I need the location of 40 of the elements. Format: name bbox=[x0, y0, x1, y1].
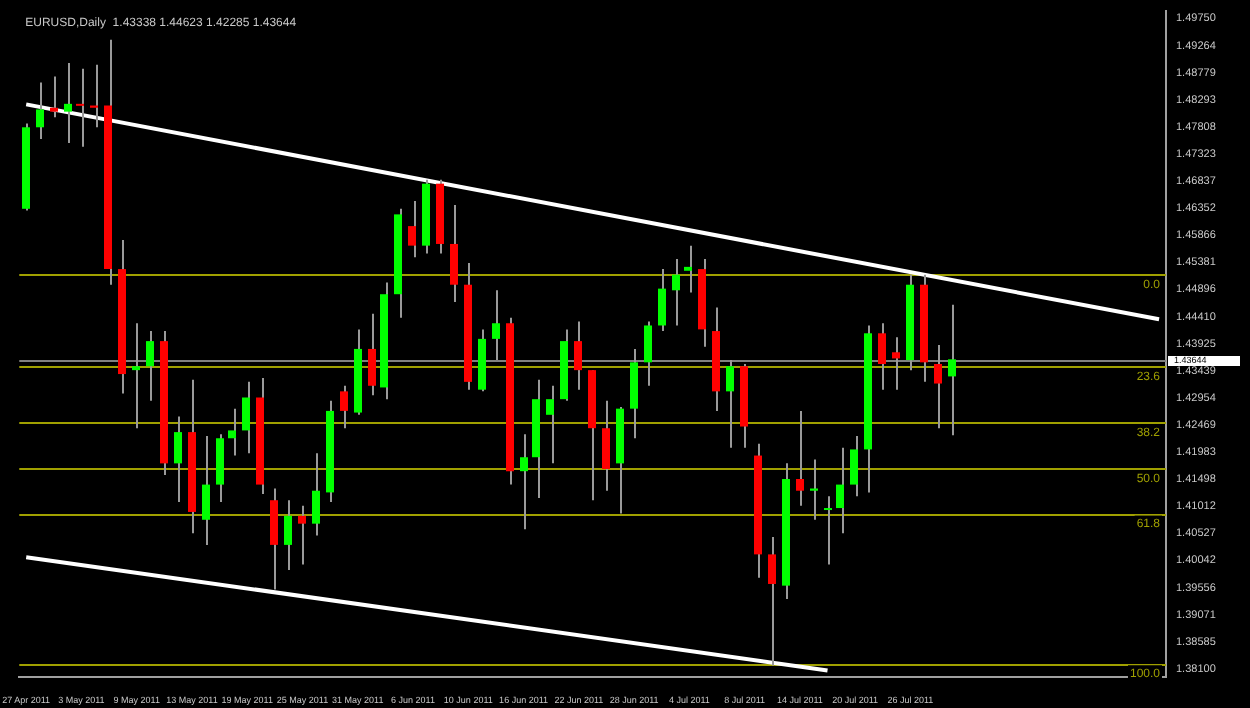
candlestick bbox=[242, 380, 250, 455]
candlestick bbox=[64, 62, 72, 144]
candlestick bbox=[270, 487, 278, 591]
candlestick bbox=[546, 384, 554, 465]
candlestick bbox=[228, 407, 236, 457]
candlestick bbox=[684, 244, 692, 294]
candlestick bbox=[492, 289, 500, 362]
candlestick bbox=[644, 320, 652, 387]
candlestick bbox=[810, 458, 818, 521]
candlestick bbox=[520, 433, 528, 531]
candlestick bbox=[312, 452, 320, 537]
candlestick bbox=[132, 322, 140, 430]
candlestick bbox=[850, 435, 858, 498]
candlestick bbox=[934, 344, 942, 430]
candlestick bbox=[630, 347, 638, 440]
candlestick bbox=[796, 409, 804, 507]
candlestick bbox=[726, 359, 734, 449]
candlestick bbox=[892, 336, 900, 391]
candlestick bbox=[602, 399, 610, 492]
candlestick bbox=[768, 536, 776, 667]
candlestick bbox=[878, 322, 886, 391]
candlestick bbox=[216, 433, 224, 503]
candlestick bbox=[174, 415, 182, 503]
candlestick bbox=[408, 199, 416, 259]
candlestick bbox=[298, 504, 306, 566]
candlestick bbox=[658, 268, 666, 333]
candlestick bbox=[824, 495, 832, 566]
candlestick bbox=[36, 81, 44, 141]
candlestick bbox=[672, 258, 680, 327]
candlestick bbox=[948, 303, 956, 437]
candlestick bbox=[146, 330, 154, 402]
candlestick bbox=[574, 320, 582, 391]
candlestick bbox=[368, 312, 376, 397]
candlestick bbox=[76, 67, 84, 148]
candlestick bbox=[836, 446, 844, 535]
candlestick bbox=[450, 203, 458, 304]
candlestick bbox=[50, 75, 58, 119]
candlestick bbox=[202, 435, 210, 546]
candlestick bbox=[284, 499, 292, 572]
candlestick bbox=[340, 384, 348, 430]
